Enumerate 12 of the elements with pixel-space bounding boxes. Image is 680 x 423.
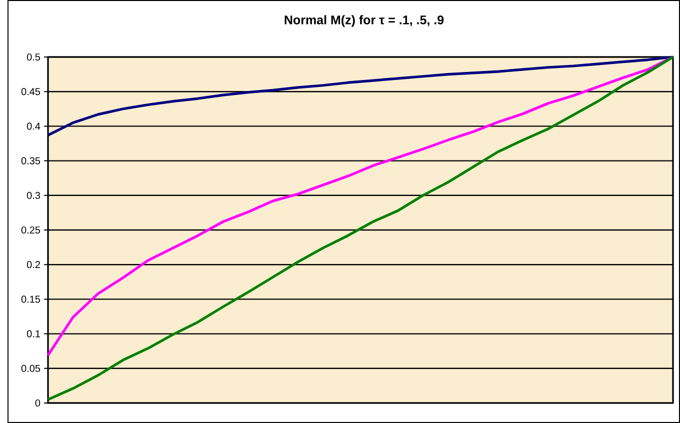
y-tick-label: 0.1 — [26, 330, 40, 338]
y-tick-label: 0.4 — [26, 122, 40, 130]
y-tick-label: 0.45 — [21, 88, 40, 96]
y-tick-label: 0.35 — [21, 157, 40, 164]
y-tick-label: 0.25 — [21, 226, 40, 234]
y-tick-label: 0.2 — [26, 261, 40, 268]
y-tick-label: 0 — [35, 399, 40, 407]
y-tick-label: 0.05 — [21, 364, 40, 372]
y-tick-label: 0.15 — [21, 296, 40, 303]
y-tick-label: 0.5 — [26, 53, 40, 61]
chart-title: Normal M(z) for τ = .1, .5, .9 — [284, 15, 444, 27]
y-tick-label: 0.3 — [26, 192, 40, 199]
